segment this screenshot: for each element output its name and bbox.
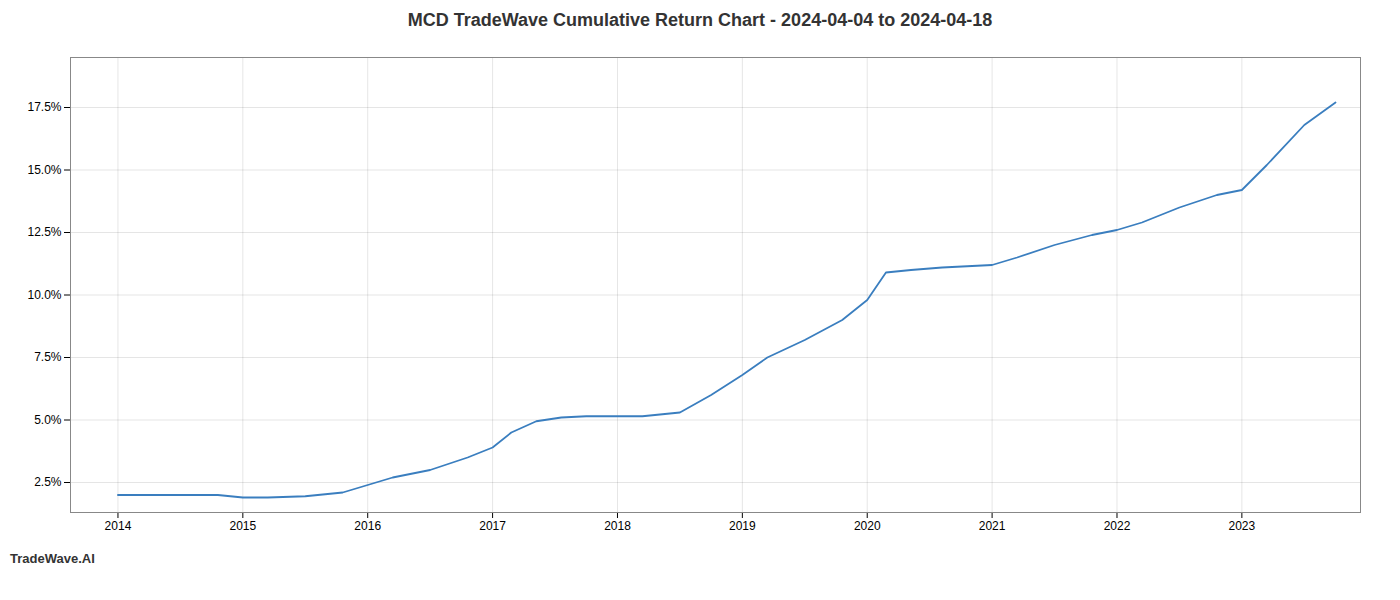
- svg-text:2021: 2021: [979, 519, 1006, 533]
- svg-text:2023: 2023: [1229, 519, 1256, 533]
- svg-text:2015: 2015: [229, 519, 256, 533]
- svg-text:2019: 2019: [729, 519, 756, 533]
- html-text:TradeWave.AI: TradeWave.AI: [10, 551, 95, 566]
- svg-text:17.5%: 17.5%: [27, 100, 61, 114]
- svg-text:2020: 2020: [854, 519, 881, 533]
- svg-text:15.0%: 15.0%: [27, 163, 61, 177]
- html-text:MCD TradeWave Cumulative Retur: MCD TradeWave Cumulative Return Chart - …: [407, 10, 993, 30]
- svg-text:7.5%: 7.5%: [34, 350, 62, 364]
- svg-text:2018: 2018: [604, 519, 631, 533]
- svg-text:10.0%: 10.0%: [27, 288, 61, 302]
- svg-text:2.5%: 2.5%: [34, 475, 62, 489]
- svg-text:12.5%: 12.5%: [27, 225, 61, 239]
- svg-text:2017: 2017: [479, 519, 506, 533]
- svg-text:2014: 2014: [105, 519, 132, 533]
- svg-text:2022: 2022: [1104, 519, 1131, 533]
- svg-text:5.0%: 5.0%: [34, 413, 62, 427]
- svg-text:2016: 2016: [354, 519, 381, 533]
